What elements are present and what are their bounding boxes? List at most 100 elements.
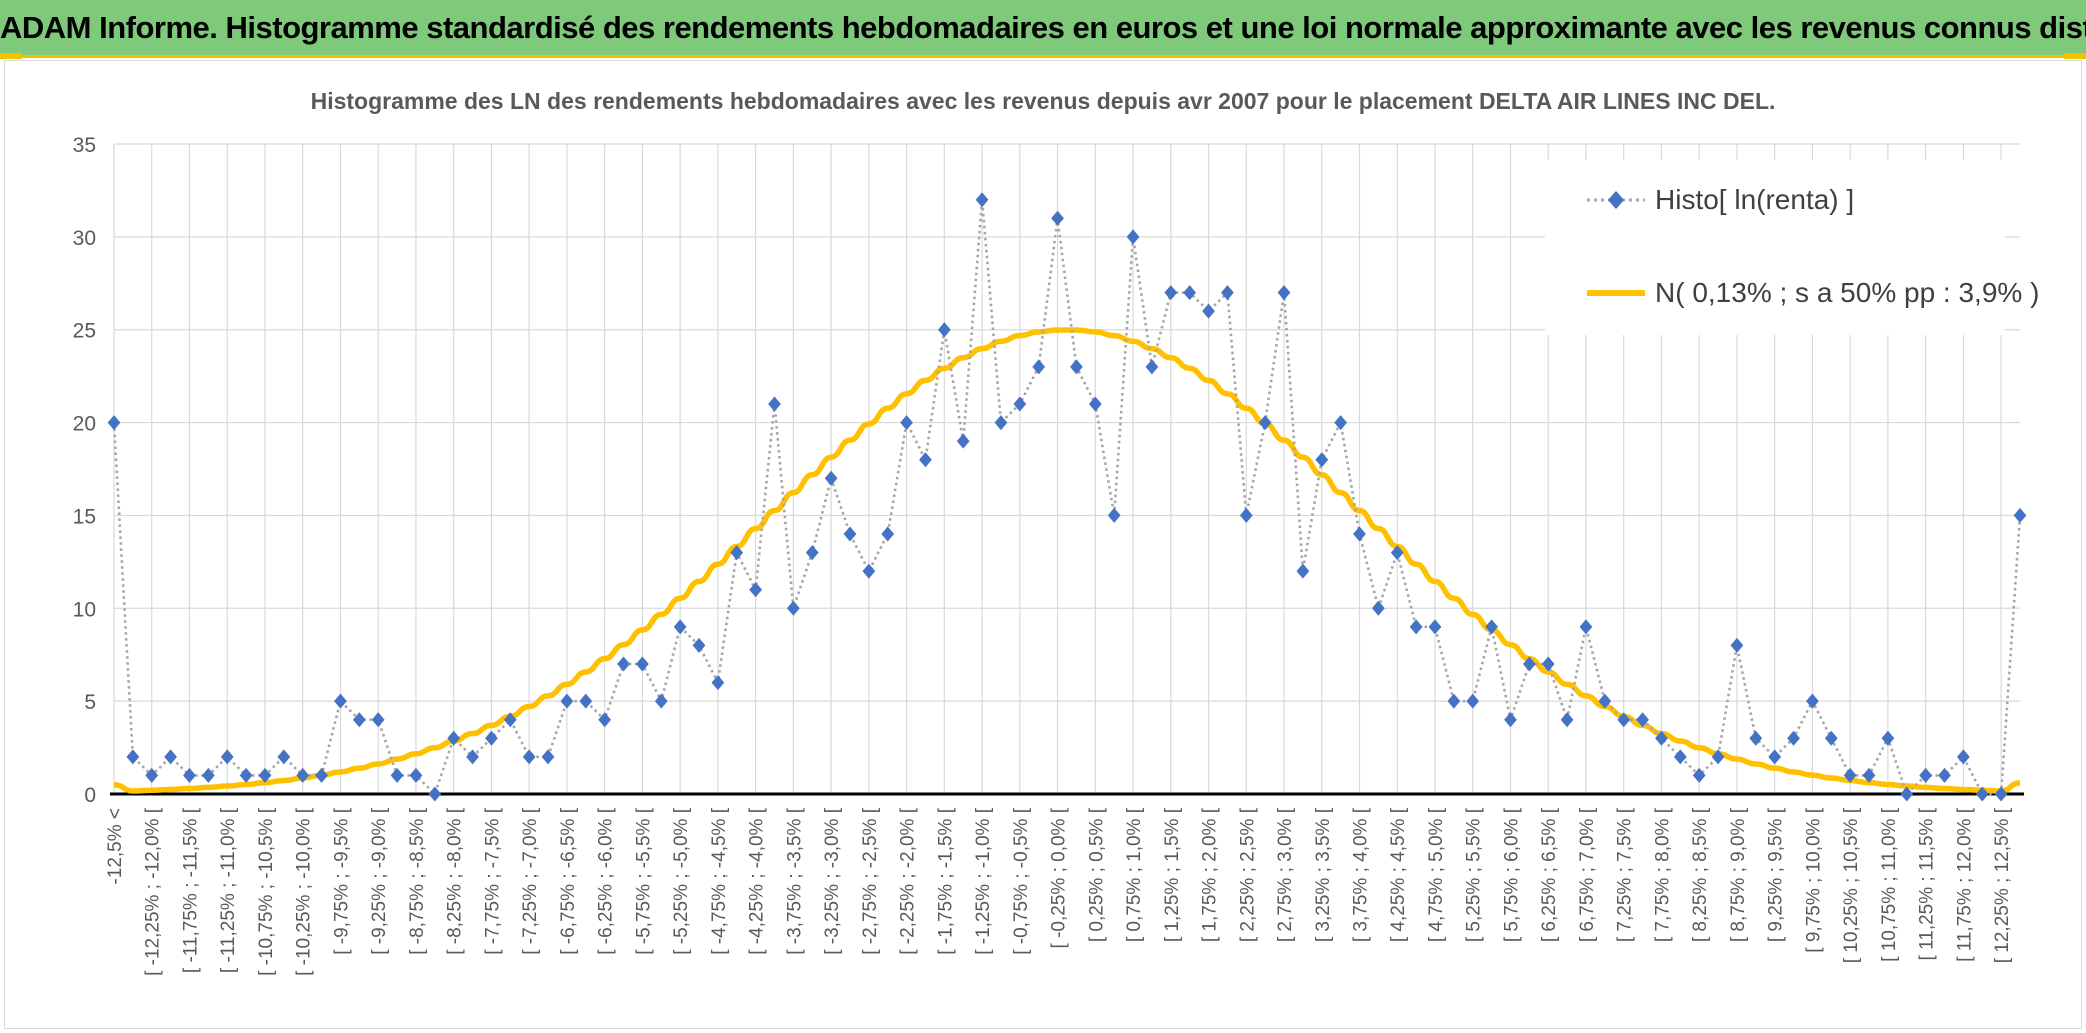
histogram-point bbox=[183, 767, 196, 783]
histogram-point bbox=[692, 637, 706, 653]
x-tick-label: [ -6,25% ; -6,0% [ bbox=[596, 807, 617, 955]
x-tick-label: [ -7,75% ; -7,5% [ bbox=[482, 807, 503, 955]
x-tick-label: [ 3,75% ; 4,0% [ bbox=[1351, 807, 1372, 942]
histogram-point bbox=[1730, 637, 1744, 653]
histogram-point bbox=[673, 619, 687, 635]
x-tick-label: [ -2,75% ; -2,5% [ bbox=[860, 807, 881, 955]
histogram-point bbox=[1824, 730, 1838, 746]
histogram-point bbox=[164, 749, 177, 765]
histogram-point bbox=[1806, 693, 1819, 709]
histogram-point bbox=[107, 415, 121, 431]
x-tick-label: [ 1,75% ; 2,0% [ bbox=[1200, 807, 1221, 942]
x-tick-label: [ -8,25% ; -8,0% [ bbox=[445, 807, 466, 955]
histogram-point bbox=[1466, 693, 1480, 709]
x-tick-label: [ 6,75% ; 7,0% [ bbox=[1577, 807, 1598, 942]
histogram-point bbox=[334, 693, 347, 709]
histogram-point bbox=[466, 749, 479, 765]
histogram-point bbox=[315, 767, 328, 783]
histogram-point bbox=[1315, 452, 1329, 468]
histogram-point bbox=[730, 545, 744, 561]
histogram-point bbox=[1088, 396, 1102, 412]
y-tick-label: 15 bbox=[73, 505, 96, 528]
x-tick-label: [ -1,75% ; -1,5% [ bbox=[935, 807, 956, 955]
x-tick-label: [ -9,75% ; -9,5% [ bbox=[331, 807, 352, 955]
histogram-point bbox=[1919, 767, 1933, 783]
histogram-point bbox=[1296, 563, 1310, 579]
histogram-point bbox=[1900, 786, 1914, 802]
x-tick-label: [ 0,75% ; 1,0% [ bbox=[1124, 807, 1145, 942]
x-tick-label: [ 0,25% ; 0,5% [ bbox=[1086, 807, 1107, 942]
x-tick-label: [ -7,25% ; -7,0% [ bbox=[520, 807, 541, 955]
x-tick-label: [ 8,25% ; 8,5% [ bbox=[1690, 807, 1711, 942]
x-tick-label: [ -4,25% ; -4,0% [ bbox=[747, 807, 768, 955]
x-tick-label: [ 2,25% ; 2,5% [ bbox=[1237, 807, 1258, 942]
histogram-point bbox=[1107, 507, 1121, 523]
histogram-point bbox=[1485, 619, 1498, 635]
chart-title: Histogramme des LN des rendements hebdom… bbox=[310, 88, 1776, 114]
x-tick-label: [ -5,25% ; -5,0% [ bbox=[671, 807, 692, 955]
x-tick-label: [ -6,75% ; -6,5% [ bbox=[558, 807, 579, 955]
histogram-point bbox=[1560, 712, 1574, 728]
x-tick-label: [ 2,75% ; 3,0% [ bbox=[1275, 807, 1296, 942]
x-tick-label: [ -0,75% ; -0,5% [ bbox=[1011, 807, 1032, 955]
histogram-point bbox=[1221, 285, 1234, 301]
histogram-point bbox=[937, 322, 951, 338]
histogram-point bbox=[541, 749, 555, 765]
y-tick-label: 0 bbox=[84, 784, 96, 807]
histogram-point bbox=[1711, 749, 1725, 765]
x-tick-label: [ -11,25% ; -11,0% [ bbox=[218, 807, 239, 973]
x-tick-label: [ -10,25% ; -10,0% [ bbox=[294, 807, 315, 976]
x-tick-label: [ 6,25% ; 6,5% [ bbox=[1539, 807, 1560, 942]
histogram-point bbox=[1787, 730, 1800, 746]
histogram-point bbox=[1636, 712, 1649, 728]
legend-line-icon bbox=[1587, 290, 1645, 296]
histogram-point bbox=[1673, 749, 1687, 765]
x-tick-label: [ 10,75% ; 11,0% [ bbox=[1879, 807, 1900, 962]
histogram-point bbox=[1522, 656, 1536, 672]
histogram-point bbox=[598, 712, 612, 728]
histogram-point bbox=[1655, 730, 1668, 746]
histogram-point bbox=[654, 693, 668, 709]
x-tick-label: [ -9,25% ; -9,0% [ bbox=[369, 807, 390, 955]
histogram-point bbox=[352, 712, 366, 728]
histogram-point bbox=[1013, 396, 1027, 412]
x-tick-label: [ 7,25% ; 7,5% [ bbox=[1615, 807, 1636, 942]
histogram-point bbox=[1541, 656, 1555, 672]
histogram-point bbox=[390, 767, 404, 783]
x-tick-label: [ 12,25% ; 12,5% [ bbox=[1992, 807, 2013, 963]
x-tick-label: [ -1,25% ; -1,0% [ bbox=[973, 807, 994, 955]
x-tick-label: [ 1,25% ; 1,5% [ bbox=[1162, 807, 1183, 942]
x-tick-label: [ 4,75% ; 5,0% [ bbox=[1426, 807, 1447, 942]
legend-label-histogram: Histo[ ln(renta) ] bbox=[1655, 184, 1855, 215]
banner-corner-right bbox=[2064, 53, 2086, 59]
histogram-point bbox=[1692, 767, 1706, 783]
histogram-point bbox=[1975, 786, 1989, 802]
x-tick-label: [ 3,25% ; 3,5% [ bbox=[1313, 807, 1334, 942]
chart-legend: Histo[ ln(renta) ] N( 0,13% ; s a 50% pp… bbox=[1545, 160, 2039, 335]
x-tick-label: [ -4,75% ; -4,5% [ bbox=[709, 807, 730, 955]
histogram-point bbox=[1202, 303, 1215, 319]
histogram-point bbox=[371, 712, 385, 728]
y-tick-label: 20 bbox=[73, 413, 96, 436]
histogram-point bbox=[881, 526, 895, 542]
histogram-point bbox=[1447, 693, 1461, 709]
banner-corner-left bbox=[0, 53, 22, 59]
histogram-point bbox=[1353, 526, 1366, 542]
histogram-point bbox=[1598, 693, 1612, 709]
histogram-point bbox=[1164, 285, 1178, 301]
histogram-point bbox=[201, 767, 215, 783]
histogram-point bbox=[1843, 767, 1857, 783]
x-tick-label: [ 5,25% ; 5,5% [ bbox=[1464, 807, 1485, 942]
x-tick-label: [ -2,25% ; -2,0% [ bbox=[898, 807, 919, 955]
histogram-point bbox=[1409, 619, 1423, 635]
x-tick-label: [ 11,75% ; 12,0% [ bbox=[1954, 807, 1975, 962]
histogram-point bbox=[1504, 712, 1517, 728]
histogram-point bbox=[1051, 210, 1064, 226]
x-tick-label: [ 9,25% ; 9,5% [ bbox=[1766, 807, 1787, 942]
histogram-point bbox=[805, 545, 819, 561]
histogram-point bbox=[1032, 359, 1046, 375]
histogram-point bbox=[824, 470, 838, 486]
x-tick-label: [ -3,75% ; -3,5% [ bbox=[784, 807, 805, 955]
chart-frame bbox=[4, 60, 2082, 1029]
